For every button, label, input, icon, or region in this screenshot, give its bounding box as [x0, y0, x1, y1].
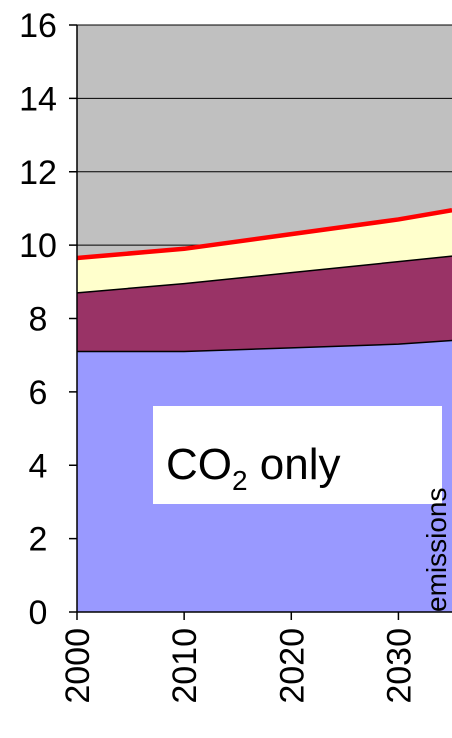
- x-tick-label-2010: 2010: [166, 628, 204, 704]
- total-line-path: [76, 208, 452, 261]
- annotation-subscript: 2: [232, 465, 248, 496]
- y-tick-label-10: 10: [19, 227, 57, 265]
- annotation-text: CO2 only: [166, 440, 341, 496]
- y-tick-label-4: 4: [29, 447, 48, 485]
- axes: [69, 24, 452, 620]
- annotation-background: [153, 406, 442, 504]
- annotation-box: CO2 only: [153, 406, 442, 504]
- area-borders: [76, 255, 452, 353]
- y-tick-label-16: 16: [19, 7, 57, 45]
- area-border-1: [77, 339, 452, 353]
- x-tick-labels: 2000 2010 2020 2030: [59, 628, 418, 704]
- y-tick-label-0: 0: [29, 594, 48, 632]
- y-tick-label-12: 12: [19, 154, 57, 192]
- annotation-prefix: CO: [166, 440, 232, 489]
- x-tick-label-2020: 2020: [273, 628, 311, 704]
- annotation-suffix: only: [248, 440, 341, 489]
- total-line: [76, 208, 452, 261]
- y-tick-label-2: 2: [29, 521, 48, 559]
- y-tick-label-6: 6: [29, 374, 48, 412]
- area-series-2: [77, 256, 452, 352]
- y-tick-labels: 0 2 4 6 8 10 12 14 16: [19, 7, 57, 632]
- area-border-2: [76, 255, 452, 294]
- y-axis-label: emissions: [421, 488, 452, 612]
- x-tick-label-2000: 2000: [59, 628, 97, 704]
- area-series-3: [77, 210, 452, 293]
- x-tick-label-2030: 2030: [380, 628, 418, 704]
- y-tick-label-14: 14: [19, 80, 57, 118]
- y-tick-label-8: 8: [29, 301, 48, 339]
